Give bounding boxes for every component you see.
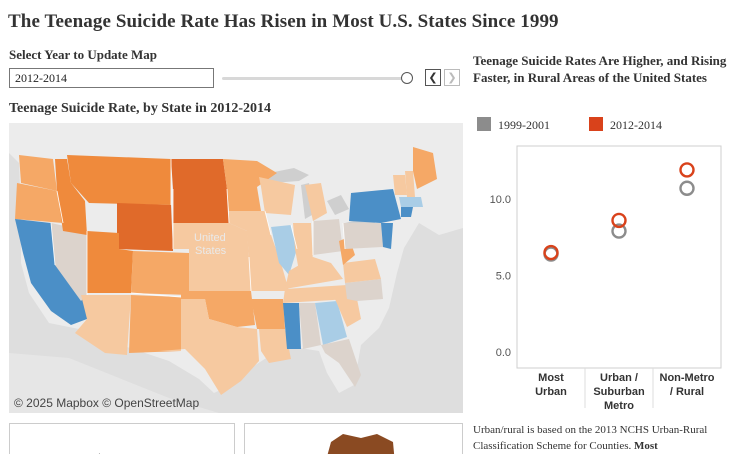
state-map[interactable]: United States © 2025 Mapbox © OpenStreet… bbox=[9, 123, 463, 413]
map-watermark: United bbox=[194, 232, 226, 244]
state-me bbox=[413, 147, 437, 189]
state-wa bbox=[19, 155, 57, 191]
state-co bbox=[131, 251, 189, 295]
year-slider-track[interactable] bbox=[222, 77, 408, 80]
state-nv bbox=[51, 223, 87, 301]
state-az bbox=[75, 295, 131, 355]
state-nm bbox=[129, 295, 181, 353]
legend-item-1999[interactable]: 1999-2001 bbox=[477, 117, 550, 133]
state-ok bbox=[181, 291, 255, 327]
legend-swatch-2012 bbox=[589, 117, 603, 131]
state-nj bbox=[381, 223, 393, 249]
map-attribution[interactable]: © 2025 Mapbox © OpenStreetMap bbox=[14, 396, 200, 410]
state-ut bbox=[87, 231, 133, 293]
state-ms bbox=[283, 303, 301, 349]
state-nd bbox=[171, 159, 227, 189]
state-tn bbox=[283, 285, 349, 303]
state-mo bbox=[247, 235, 289, 291]
data-point-1999-2001[interactable] bbox=[679, 180, 695, 196]
state-sc bbox=[335, 299, 361, 327]
state-or bbox=[15, 183, 63, 223]
state-vt bbox=[393, 175, 407, 195]
state-in bbox=[293, 223, 313, 271]
page-title: The Teenage Suicide Rate Has Risen in Mo… bbox=[8, 11, 559, 32]
state-id bbox=[55, 159, 87, 235]
previous-year-button[interactable]: ❮ bbox=[425, 69, 441, 86]
state-la bbox=[259, 329, 291, 363]
state-ar bbox=[251, 299, 285, 329]
chart-y-axis: 0.0 5.0 10.0 bbox=[490, 194, 511, 359]
chart-title: Teenage Suicide Rates Are Higher, and Ri… bbox=[473, 53, 727, 85]
svg-text:·: · bbox=[98, 450, 101, 454]
state-ca bbox=[15, 219, 91, 325]
state-ne bbox=[173, 223, 249, 257]
footnote: Urban/rural is based on the 2013 NCHS Ur… bbox=[473, 422, 723, 454]
x-category-label: Most Urban bbox=[535, 372, 567, 398]
state-ny bbox=[349, 189, 401, 223]
footnote-bold: Most bbox=[634, 440, 658, 452]
state-nh bbox=[405, 171, 415, 197]
next-year-button[interactable]: ❯ bbox=[444, 69, 460, 86]
x-category-label: Non-Metro / Rural bbox=[660, 372, 715, 398]
map-canvas: United States bbox=[9, 123, 463, 413]
year-select-field[interactable]: 2012-2014 bbox=[9, 68, 214, 88]
bottom-left-panel[interactable]: · bbox=[9, 423, 235, 454]
state-va bbox=[343, 259, 381, 283]
urban-rural-chart[interactable]: 0.0 5.0 10.0 Most Urban Urban / Suburban Metro… bbox=[473, 140, 731, 420]
footnote-text: Urban/rural is based on the 2013 NCHS Ur… bbox=[473, 424, 708, 452]
state-wi bbox=[259, 177, 295, 215]
y-tick-label: 0.0 bbox=[496, 347, 511, 359]
state-pa bbox=[343, 223, 383, 249]
chevron-right-icon: ❯ bbox=[447, 71, 457, 84]
state-nc bbox=[345, 279, 383, 301]
state-ct bbox=[401, 207, 413, 217]
year-slider-handle[interactable] bbox=[401, 72, 413, 84]
chart-plot-frame bbox=[516, 145, 722, 369]
legend-item-2012[interactable]: 2012-2014 bbox=[589, 117, 662, 133]
state-ga bbox=[315, 301, 347, 345]
data-point-2012-2014[interactable] bbox=[679, 162, 695, 178]
data-point-2012-2014[interactable] bbox=[543, 244, 559, 261]
state-ks bbox=[189, 257, 251, 291]
panel-preview-map bbox=[327, 434, 395, 454]
legend-label-1999: 1999-2001 bbox=[498, 118, 550, 132]
year-select-label: Select Year to Update Map bbox=[9, 47, 158, 62]
state-mt bbox=[67, 155, 171, 205]
state-il bbox=[271, 225, 297, 275]
state-ia bbox=[229, 211, 271, 235]
state-mi bbox=[305, 183, 327, 221]
x-category-label: Urban / Suburban Metro bbox=[593, 372, 645, 412]
state-oh bbox=[313, 219, 343, 255]
chevron-left-icon: ❮ bbox=[428, 71, 438, 84]
data-point-2012-2014[interactable] bbox=[611, 212, 627, 229]
chart-marks bbox=[543, 162, 695, 262]
state-sd bbox=[173, 189, 229, 223]
state-ma bbox=[399, 197, 423, 207]
state-al bbox=[299, 303, 321, 349]
y-tick-label: 10.0 bbox=[490, 194, 511, 206]
map-title: Teenage Suicide Rate, by State in 2012-2… bbox=[9, 101, 271, 116]
chart-x-axis: Most Urban Urban / Suburban Metro Non-Metro / … bbox=[535, 368, 715, 412]
y-tick-label: 5.0 bbox=[496, 270, 511, 282]
panel-preview: · bbox=[98, 450, 101, 454]
state-fl bbox=[321, 339, 361, 387]
legend-swatch-1999 bbox=[477, 117, 491, 131]
svg-text:States: States bbox=[195, 245, 227, 257]
legend-label-2012: 2012-2014 bbox=[610, 118, 662, 132]
data-point-1999-2001[interactable] bbox=[611, 223, 627, 239]
state-mn bbox=[223, 159, 277, 211]
state-tx bbox=[159, 299, 259, 395]
bottom-right-panel[interactable] bbox=[244, 423, 463, 454]
state-ky bbox=[285, 257, 343, 289]
state-wy bbox=[117, 203, 173, 251]
